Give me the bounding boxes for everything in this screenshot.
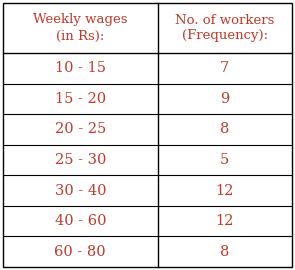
Text: 12: 12 <box>216 184 234 198</box>
Text: 8: 8 <box>220 245 230 259</box>
Text: 9: 9 <box>220 92 230 106</box>
Text: 10 - 15: 10 - 15 <box>55 61 106 75</box>
Text: 30 - 40: 30 - 40 <box>55 184 106 198</box>
Text: (Frequency):: (Frequency): <box>182 29 268 42</box>
Text: 7: 7 <box>220 61 230 75</box>
Text: 5: 5 <box>220 153 230 167</box>
Text: 60 - 80: 60 - 80 <box>55 245 106 259</box>
Text: 15 - 20: 15 - 20 <box>55 92 106 106</box>
Text: No. of workers: No. of workers <box>175 14 274 26</box>
Text: Weekly wages: Weekly wages <box>33 14 127 26</box>
Text: 20 - 25: 20 - 25 <box>55 122 106 136</box>
Text: (in Rs):: (in Rs): <box>56 29 104 42</box>
Text: 25 - 30: 25 - 30 <box>55 153 106 167</box>
Text: 40 - 60: 40 - 60 <box>55 214 106 228</box>
Text: 12: 12 <box>216 214 234 228</box>
Text: 8: 8 <box>220 122 230 136</box>
